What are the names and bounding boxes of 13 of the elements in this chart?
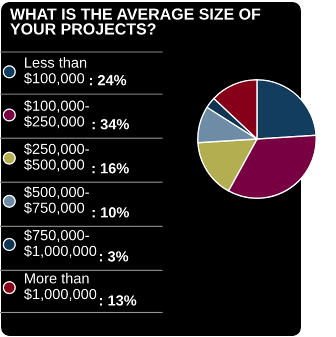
data-label: : 10% [92, 207, 129, 218]
data-label: : 34% [92, 119, 129, 130]
data-label: : 13% [100, 295, 136, 306]
data-label: : 16% [92, 163, 129, 174]
data-label: : 3% [100, 251, 128, 262]
legend-label: More than $1,000,000 [24, 272, 96, 301]
legend-label: $500,000- $750,000 [24, 186, 89, 215]
chart-title: WHAT IS THE AVERAGE SIZE OF YOUR PROJECTS? [10, 8, 260, 35]
legend-label: $100,000- $250,000 [24, 100, 89, 128]
legend-label: $750,000- $1,000,000 [24, 229, 96, 258]
legend-label: Less than $100,000 [24, 57, 86, 86]
legend-label: $250,000- $500,000 [24, 143, 89, 172]
data-label: : 24% [90, 75, 126, 86]
